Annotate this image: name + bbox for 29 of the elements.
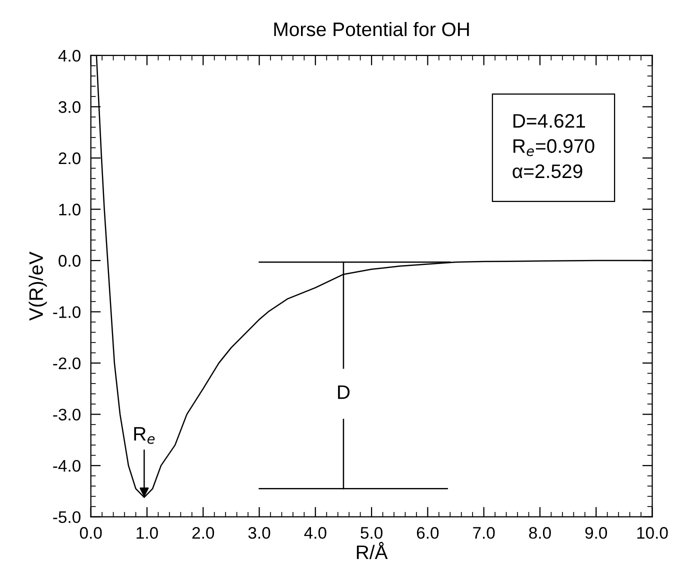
y-tick-label: -3.0 — [53, 408, 80, 421]
y-axis-title: V(R)/eV — [28, 252, 47, 321]
y-tick-label: -2.0 — [53, 357, 80, 370]
y-tick-label: -1.0 — [53, 306, 80, 318]
x-tick-label: 6.0 — [416, 527, 439, 539]
x-tick-label: 8.0 — [529, 527, 551, 539]
x-tick-label: 10.0 — [637, 527, 668, 539]
y-tick-label: 4.0 — [58, 50, 80, 62]
x-tick-label: 9.0 — [585, 527, 608, 539]
annotation: D=4.621 — [513, 114, 585, 128]
y-tick-label: 0.0 — [58, 254, 80, 267]
y-tick-label: -4.0 — [53, 460, 80, 472]
y-tick-label: 1.0 — [59, 204, 80, 216]
y-tick-label: 3.0 — [58, 101, 80, 113]
annotation: R$_{e}$ — [134, 427, 155, 444]
x-tick-label: 0.0 — [80, 527, 102, 539]
annotation: R$_{e}$=0.970 — [513, 139, 594, 156]
x-tick-label: 5.0 — [360, 527, 382, 539]
x-tick-label: 7.0 — [473, 527, 495, 539]
y-tick-label: 2.0 — [58, 152, 80, 164]
annotation: α=2.529 — [512, 164, 582, 178]
x-tick-label: 4.0 — [304, 527, 326, 539]
x-axis-title: R/Å — [356, 542, 388, 560]
x-tick-label: 2.0 — [192, 527, 214, 539]
annotation: D — [338, 385, 350, 399]
x-tick-label: 1.0 — [136, 527, 158, 539]
x-tick-label: 3.0 — [248, 527, 270, 539]
y-tick-label: -5.0 — [53, 511, 80, 524]
chart-title: Morse Potential for OH — [274, 22, 469, 36]
